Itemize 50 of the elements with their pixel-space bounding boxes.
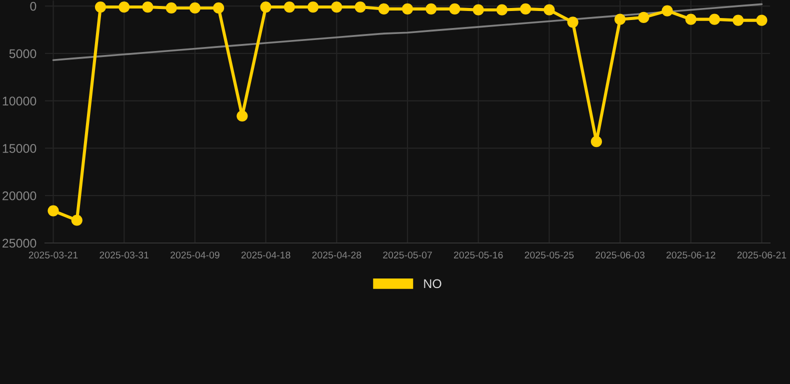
y-tick-label: 25000 xyxy=(2,238,36,248)
y-tick-label: 0 xyxy=(30,2,36,11)
point xyxy=(567,16,578,28)
point xyxy=(402,3,414,14)
point xyxy=(496,4,508,16)
point xyxy=(71,214,82,226)
point xyxy=(166,2,177,14)
point xyxy=(189,2,201,14)
x-tick-label: 2025-05-07 xyxy=(383,252,432,258)
x-tick-label: 2025-04-18 xyxy=(241,252,290,258)
point xyxy=(260,1,272,13)
x-tick-label: 2025-04-09 xyxy=(170,252,220,258)
point xyxy=(544,4,555,16)
x-tick-label: 2025-06-21 xyxy=(737,252,786,258)
point xyxy=(378,3,390,14)
x-tick-label: 2025-03-21 xyxy=(28,252,78,258)
x-tick-label: 2025-03-31 xyxy=(100,252,149,258)
point xyxy=(685,14,696,25)
point xyxy=(48,205,59,216)
x-tick-label: 2025-05-25 xyxy=(524,252,574,258)
x-tick-label: 2025-06-12 xyxy=(666,252,716,258)
x-tick-label: 2025-05-16 xyxy=(454,252,503,258)
y-tick-label: 10000 xyxy=(2,96,36,106)
point xyxy=(638,12,650,23)
point xyxy=(213,2,224,14)
y-tick-label: 5000 xyxy=(9,49,36,58)
y-tick-label: 15000 xyxy=(2,144,36,153)
x-tick-label: 2025-06-03 xyxy=(596,252,644,258)
point xyxy=(236,110,248,122)
point xyxy=(118,1,130,13)
point xyxy=(732,14,744,26)
point xyxy=(472,4,484,16)
point xyxy=(142,1,154,13)
point xyxy=(449,3,460,14)
point xyxy=(354,1,366,13)
point xyxy=(756,14,768,26)
point xyxy=(662,5,673,16)
point xyxy=(307,1,319,13)
point xyxy=(331,1,342,13)
point xyxy=(520,3,532,14)
line-series xyxy=(52,3,763,61)
x-tick-label: 2025-04-28 xyxy=(312,252,362,258)
point xyxy=(426,3,437,14)
point xyxy=(94,1,106,13)
y-tick-label: 20000 xyxy=(2,191,36,200)
legend-label: NO xyxy=(424,279,442,288)
point xyxy=(614,14,626,25)
point xyxy=(590,136,602,148)
point xyxy=(708,14,720,25)
point xyxy=(284,1,295,13)
